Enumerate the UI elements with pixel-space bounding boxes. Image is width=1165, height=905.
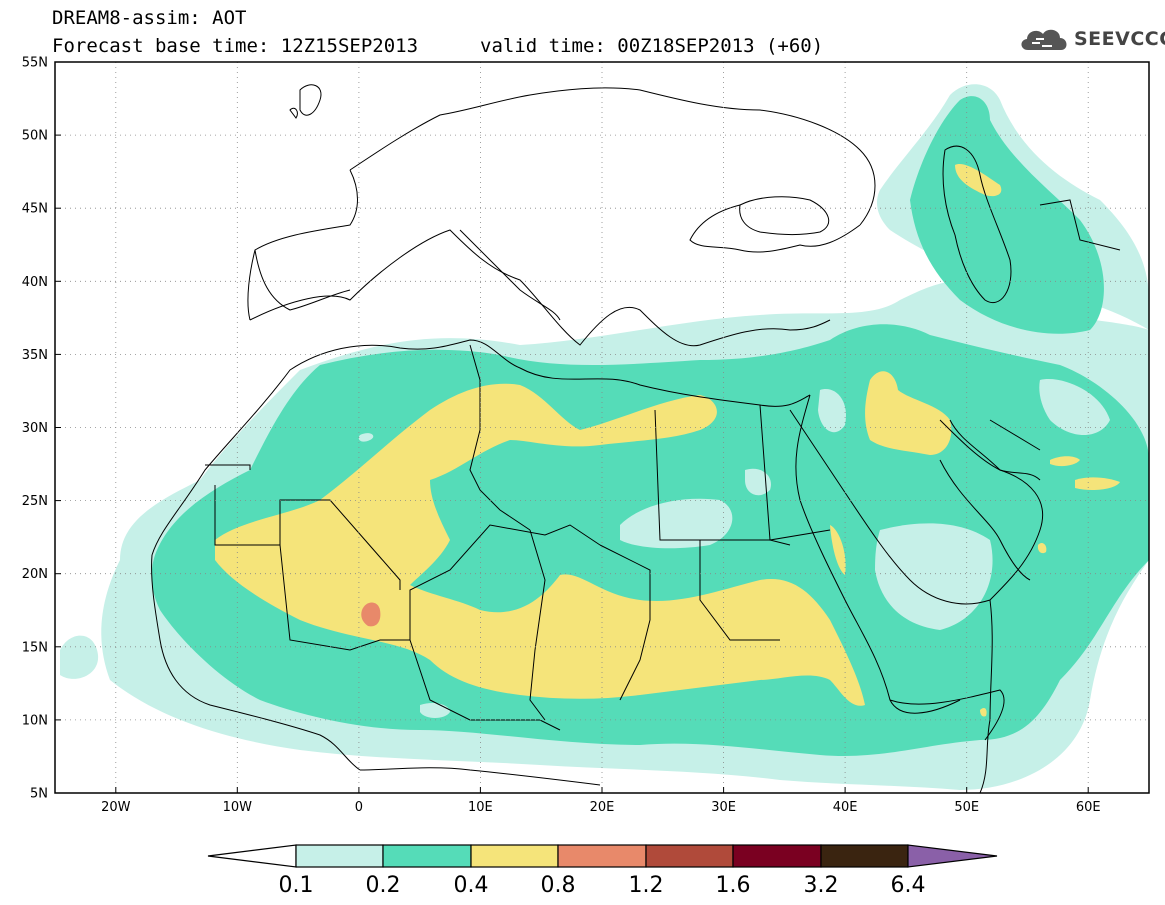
lon-label: 20W [101,800,131,815]
aot-band-0.1-holes [358,379,1110,718]
aot-contours [60,84,1149,790]
map-grid [55,62,1149,793]
lat-label: 15N [22,640,48,655]
lon-label: 40E [833,800,858,815]
lat-label: 40N [22,275,48,290]
lat-label: 35N [22,348,48,363]
longitude-axis: 20W 10W 0 10E 20E 30E 40E 50E 60E [101,787,1101,815]
lat-label: 25N [22,494,48,509]
cloud-icon [1021,29,1067,50]
lat-label: 30N [22,421,48,436]
forecast-base-time: Forecast base time: 12Z15SEP2013 [52,35,419,57]
seevccc-logo: SEEVCCC [1018,24,1165,54]
lat-label: 50N [22,129,48,144]
lat-label: 10N [22,713,48,728]
lat-label: 20N [22,567,48,582]
valid-time: valid time: 00Z18SEP2013 (+60) [480,35,824,57]
logo-text: SEEVCCC [1074,28,1165,50]
lon-label: 10W [223,800,253,815]
lon-label: 0 [355,800,363,815]
lon-label: 20E [590,800,615,815]
lon-label: 30E [711,800,736,815]
aot-band-0.8 [361,602,381,627]
latitude-axis: 55N 50N 45N 40N 35N 30N 25N 20N 15N 10N … [22,56,61,802]
lon-label: 10E [468,800,493,815]
lon-label: 50E [954,800,979,815]
lon-label: 60E [1076,800,1101,815]
aot-band-0.4 [215,164,1120,717]
lat-label: 55N [22,56,48,71]
lat-label: 45N [22,202,48,217]
lat-label: 5N [30,787,48,802]
map-title: DREAM8-assim: AOT [52,7,247,29]
